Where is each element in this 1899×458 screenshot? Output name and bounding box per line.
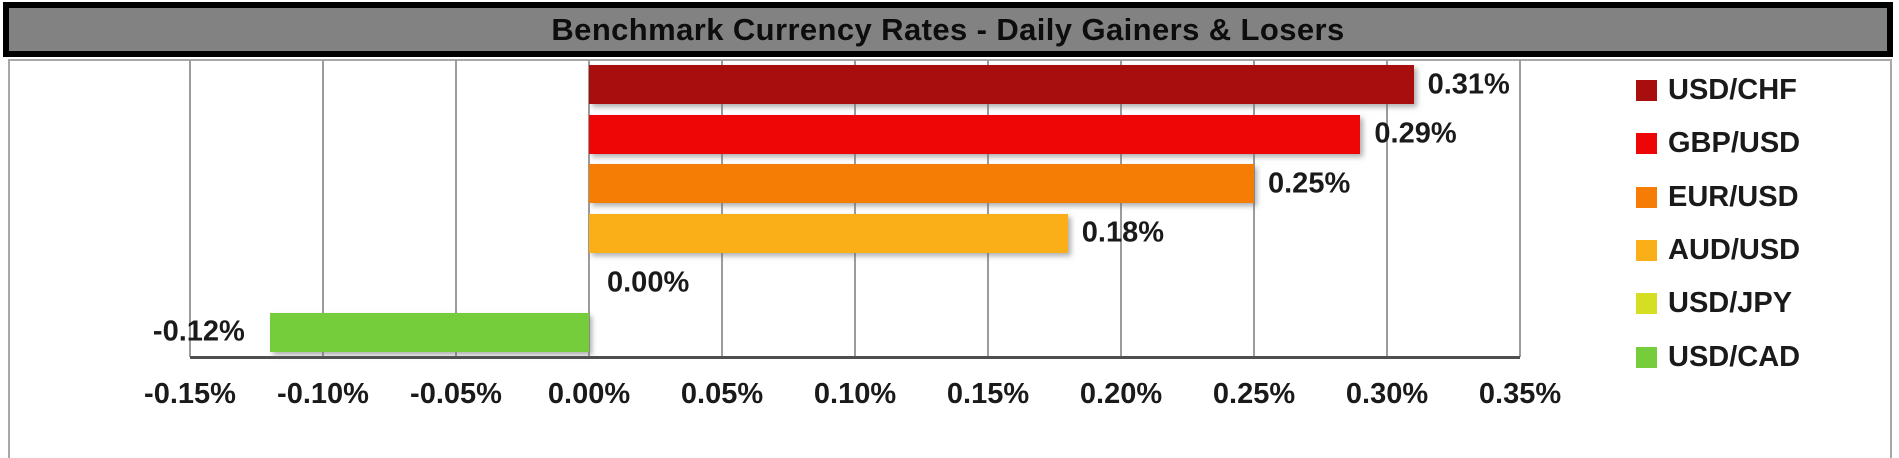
legend-item-gbp-usd: GBP/USD [1636, 127, 1800, 160]
legend-swatch-icon [1636, 293, 1657, 315]
gridline-x-10 [1519, 60, 1521, 357]
data-label-usd-jpy: 0.00% [607, 266, 690, 299]
x-tick-label-8: 0.25% [1212, 378, 1296, 410]
data-label-usd-chf: 0.31% [1427, 68, 1510, 101]
x-tick-label-7: 0.20% [1079, 378, 1163, 410]
gridline-x-1 [322, 60, 324, 357]
chart-title: Benchmark Currency Rates - Daily Gainers… [551, 11, 1345, 47]
gridline-x-0 [189, 60, 191, 357]
gridline-x-3 [588, 60, 590, 357]
x-tick-label-6: 0.15% [946, 378, 1030, 410]
gridline-x-9 [1386, 60, 1388, 357]
gridline-x-7 [1120, 60, 1122, 357]
legend-label: USD/JPY [1668, 287, 1793, 320]
legend-label: EUR/USD [1668, 180, 1799, 213]
x-axis-line [190, 356, 1520, 359]
bar-usd-chf [589, 65, 1414, 105]
gridline-x-5 [854, 60, 856, 357]
x-tick-label-9: 0.30% [1345, 378, 1429, 410]
x-tick-label-1: -0.10% [277, 378, 369, 410]
legend-label: GBP/USD [1668, 127, 1801, 160]
legend-swatch-icon [1636, 133, 1657, 155]
data-label-usd-cad: -0.12% [152, 315, 245, 348]
gridline-x-6 [987, 60, 989, 357]
legend-label: AUD/USD [1668, 233, 1801, 266]
bar-gbp-usd [589, 114, 1361, 154]
x-tick-label-0: -0.15% [144, 378, 236, 410]
legend-item-usd-chf: USD/CHF [1636, 74, 1797, 107]
legend-swatch-icon [1636, 80, 1657, 101]
legend-item-usd-cad: USD/CAD [1636, 341, 1800, 374]
chart-title-bar: Benchmark Currency Rates - Daily Gainers… [3, 2, 1893, 57]
gridline-x-4 [721, 60, 723, 357]
legend-item-eur-usd: EUR/USD [1636, 181, 1799, 214]
legend-item-usd-jpy: USD/JPY [1636, 287, 1792, 320]
data-label-gbp-usd: 0.29% [1374, 117, 1457, 150]
legend-swatch-icon [1636, 346, 1657, 368]
bar-aud-usd [589, 213, 1068, 253]
x-tick-label-4: 0.05% [680, 378, 764, 410]
legend-swatch-icon [1636, 239, 1657, 261]
x-tick-label-10: 0.35% [1478, 378, 1562, 410]
bar-usd-cad [269, 312, 589, 352]
bar-eur-usd [589, 164, 1254, 204]
x-tick-label-5: 0.10% [813, 378, 897, 410]
legend-label: USD/CAD [1668, 340, 1801, 373]
legend-swatch-icon [1636, 186, 1657, 208]
gridline-x-8 [1253, 60, 1255, 357]
data-label-aud-usd: 0.18% [1081, 216, 1165, 249]
legend-label: USD/CHF [1668, 74, 1797, 106]
x-tick-label-2: -0.05% [410, 378, 502, 410]
data-label-eur-usd: 0.25% [1268, 167, 1351, 200]
legend-item-aud-usd: AUD/USD [1636, 234, 1800, 267]
x-tick-label-3: 0.00% [547, 378, 631, 410]
gridline-x-2 [455, 60, 457, 357]
